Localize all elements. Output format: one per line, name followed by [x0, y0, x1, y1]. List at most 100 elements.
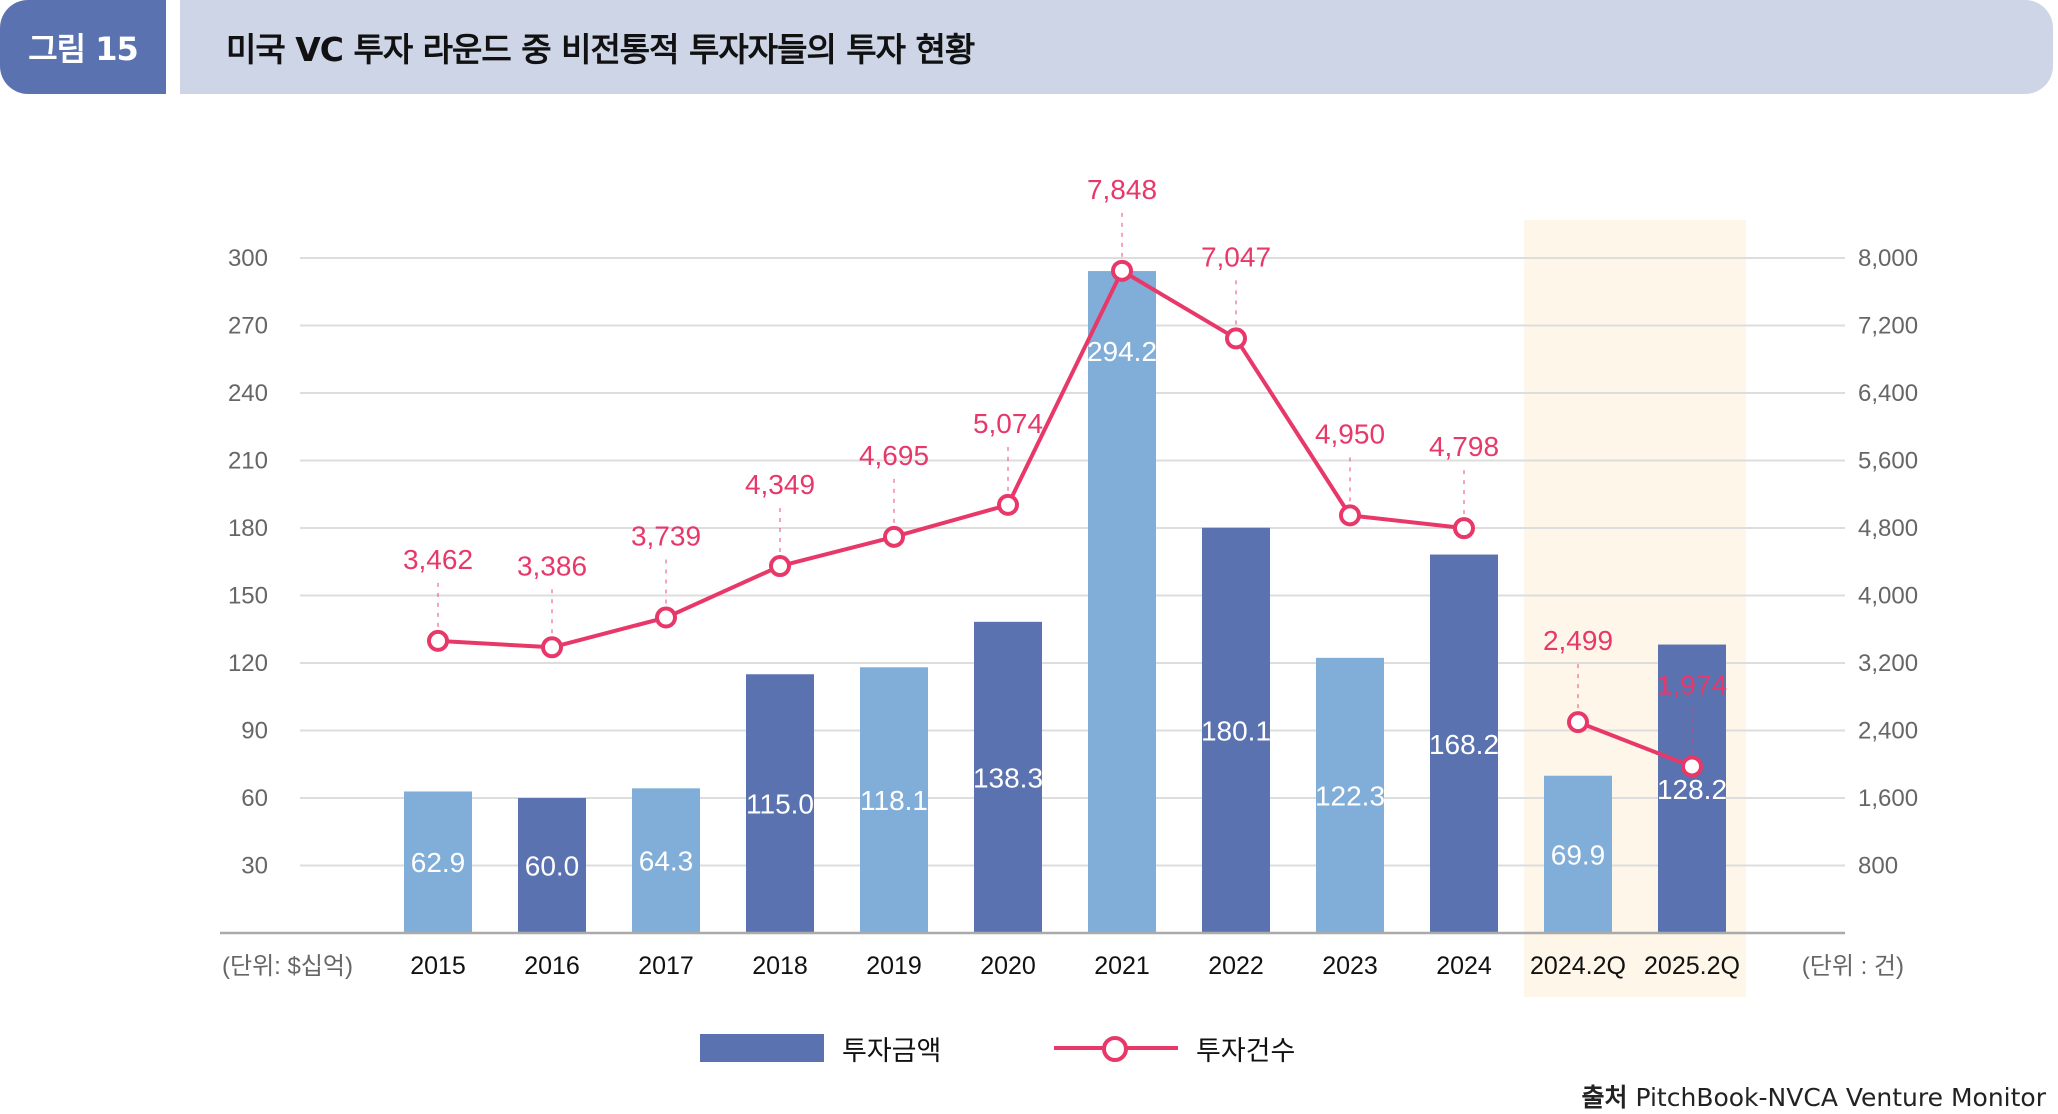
- left-tick-label: 210: [228, 448, 268, 475]
- bar-value-label: 62.9: [411, 847, 466, 878]
- bar-value-label: 138.3: [973, 762, 1043, 793]
- line-value-label: 1,974: [1657, 669, 1727, 700]
- bar: [1316, 657, 1384, 933]
- line-value-label: 7,047: [1201, 241, 1271, 272]
- line-value-label: 4,695: [859, 440, 929, 471]
- bar: [1088, 271, 1156, 933]
- x-tick-label: 2019: [866, 952, 922, 980]
- bar: [860, 667, 928, 933]
- legend-label-amount: 투자금액: [842, 1035, 942, 1067]
- right-tick-label: 2,400: [1858, 718, 1918, 745]
- legend-item-bar: 투자금액: [700, 1030, 942, 1067]
- source-label: 출처: [1581, 1083, 1628, 1112]
- source-note: 출처 PitchBook-NVCA Venture Monitor: [1581, 1078, 2046, 1114]
- x-tick-label: 2018: [752, 952, 808, 980]
- bar-value-label: 115.0: [746, 789, 814, 820]
- x-tick-label: 2020: [980, 952, 1036, 980]
- series-line: [1577, 720, 1693, 769]
- bar-series: 62.9 60.0 64.3 115.0 118.1 138.3 294.2 180.1 122…: [404, 271, 1727, 933]
- line-value-label: 3,386: [517, 550, 587, 581]
- bar-value-label: 122.3: [1315, 780, 1385, 811]
- line-value-label: 7,848: [1087, 174, 1157, 205]
- x-tick-label: 2024: [1436, 952, 1492, 980]
- legend-bar-swatch: [700, 1034, 824, 1062]
- left-axis: 30 60 90 120 150 180 210 240 270 300: [228, 245, 268, 880]
- bar-value-label: 118.1: [860, 785, 928, 816]
- left-tick-label: 30: [241, 853, 268, 880]
- left-tick-label: 270: [228, 313, 268, 340]
- left-tick-label: 150: [228, 583, 268, 610]
- line-data-labels: 3,462 3,386 3,739 4,349 4,695 5,074 7,848 7,047…: [403, 174, 1727, 701]
- title-panel: 미국 VC 투자 라운드 중 비전통적 투자자들의 투자 현황: [180, 0, 2053, 94]
- x-tick-label: 2021: [1094, 952, 1150, 980]
- label-leaders: [437, 212, 1693, 753]
- bar: [746, 674, 814, 933]
- x-tick-label: 2017: [638, 952, 694, 980]
- bar: [1430, 554, 1498, 933]
- line-value-label: 4,950: [1315, 418, 1385, 449]
- left-tick-label: 120: [228, 650, 268, 677]
- x-tick-label: 2016: [524, 952, 580, 980]
- left-tick-label: 240: [228, 380, 268, 407]
- left-tick-label: 60: [241, 785, 268, 812]
- bar: [1202, 527, 1270, 933]
- gridlines: [300, 257, 1845, 867]
- right-tick-label: 5,600: [1858, 448, 1918, 475]
- right-tick-label: 800: [1858, 853, 1898, 880]
- line-point-marker: [769, 555, 791, 578]
- bar: [404, 791, 472, 933]
- line-point-marker: [1339, 504, 1361, 527]
- bar-value-label: 69.9: [1551, 839, 1606, 870]
- line-point-marker: [427, 629, 449, 652]
- line-point-marker: [541, 636, 563, 659]
- bar: [974, 621, 1042, 933]
- line-point-marker: [1567, 711, 1589, 734]
- line-value-label: 2,499: [1543, 625, 1613, 656]
- bar-value-label: 128.2: [1657, 774, 1727, 805]
- x-tick-label: 2022: [1208, 952, 1264, 980]
- line-value-label: 5,074: [973, 408, 1043, 439]
- bar-value-label: 60.0: [525, 851, 580, 882]
- line-value-label: 4,798: [1429, 431, 1499, 462]
- series-line: [437, 268, 1465, 650]
- line-point-marker: [1111, 259, 1133, 282]
- line-point-marker: [1453, 517, 1475, 540]
- right-axis-unit: (단위 : 건): [1802, 953, 1904, 980]
- right-tick-label: 7,200: [1858, 313, 1918, 340]
- right-tick-label: 4,000: [1858, 583, 1918, 610]
- bar-value-label: 64.3: [639, 846, 694, 877]
- left-tick-label: 90: [241, 718, 268, 745]
- line-point-marker: [883, 525, 905, 548]
- line-series: [427, 259, 1703, 778]
- bar: [1658, 644, 1726, 933]
- right-tick-label: 6,400: [1858, 380, 1918, 407]
- line-value-label: 3,462: [403, 544, 473, 575]
- left-tick-label: 180: [228, 515, 268, 542]
- source-text: PitchBook-NVCA Venture Monitor: [1635, 1083, 2046, 1112]
- right-tick-label: 3,200: [1858, 650, 1918, 677]
- bar-value-label: 168.2: [1429, 729, 1499, 760]
- line-value-label: 4,349: [745, 469, 815, 500]
- x-tick-label: 2015: [410, 952, 466, 980]
- bar-value-label: 180.1: [1201, 715, 1271, 746]
- figure-number: 그림 15: [28, 30, 139, 68]
- bar-value-label: 294.2: [1087, 336, 1157, 367]
- line-point-marker: [997, 493, 1019, 516]
- legend-line-marker-icon: [1054, 1034, 1178, 1062]
- figure-badge: 그림 15: [0, 0, 166, 94]
- line-point-marker: [1681, 755, 1703, 778]
- bar: [518, 798, 586, 933]
- legend-label-count: 투자건수: [1196, 1035, 1296, 1067]
- legend-item-line: 투자건수: [1054, 1030, 1296, 1067]
- right-tick-label: 8,000: [1858, 245, 1918, 272]
- bar: [632, 788, 700, 933]
- legend: 투자금액 투자건수: [0, 1030, 2058, 1067]
- x-tick-label: 2023: [1322, 952, 1378, 980]
- line-point-marker: [1225, 327, 1247, 350]
- line-value-label: 3,739: [631, 521, 701, 552]
- left-tick-label: 300: [228, 245, 268, 272]
- line-point-marker: [655, 606, 677, 629]
- left-axis-unit: (단위: $십억): [222, 953, 353, 980]
- x-tick-label: 2024.2Q: [1530, 952, 1626, 980]
